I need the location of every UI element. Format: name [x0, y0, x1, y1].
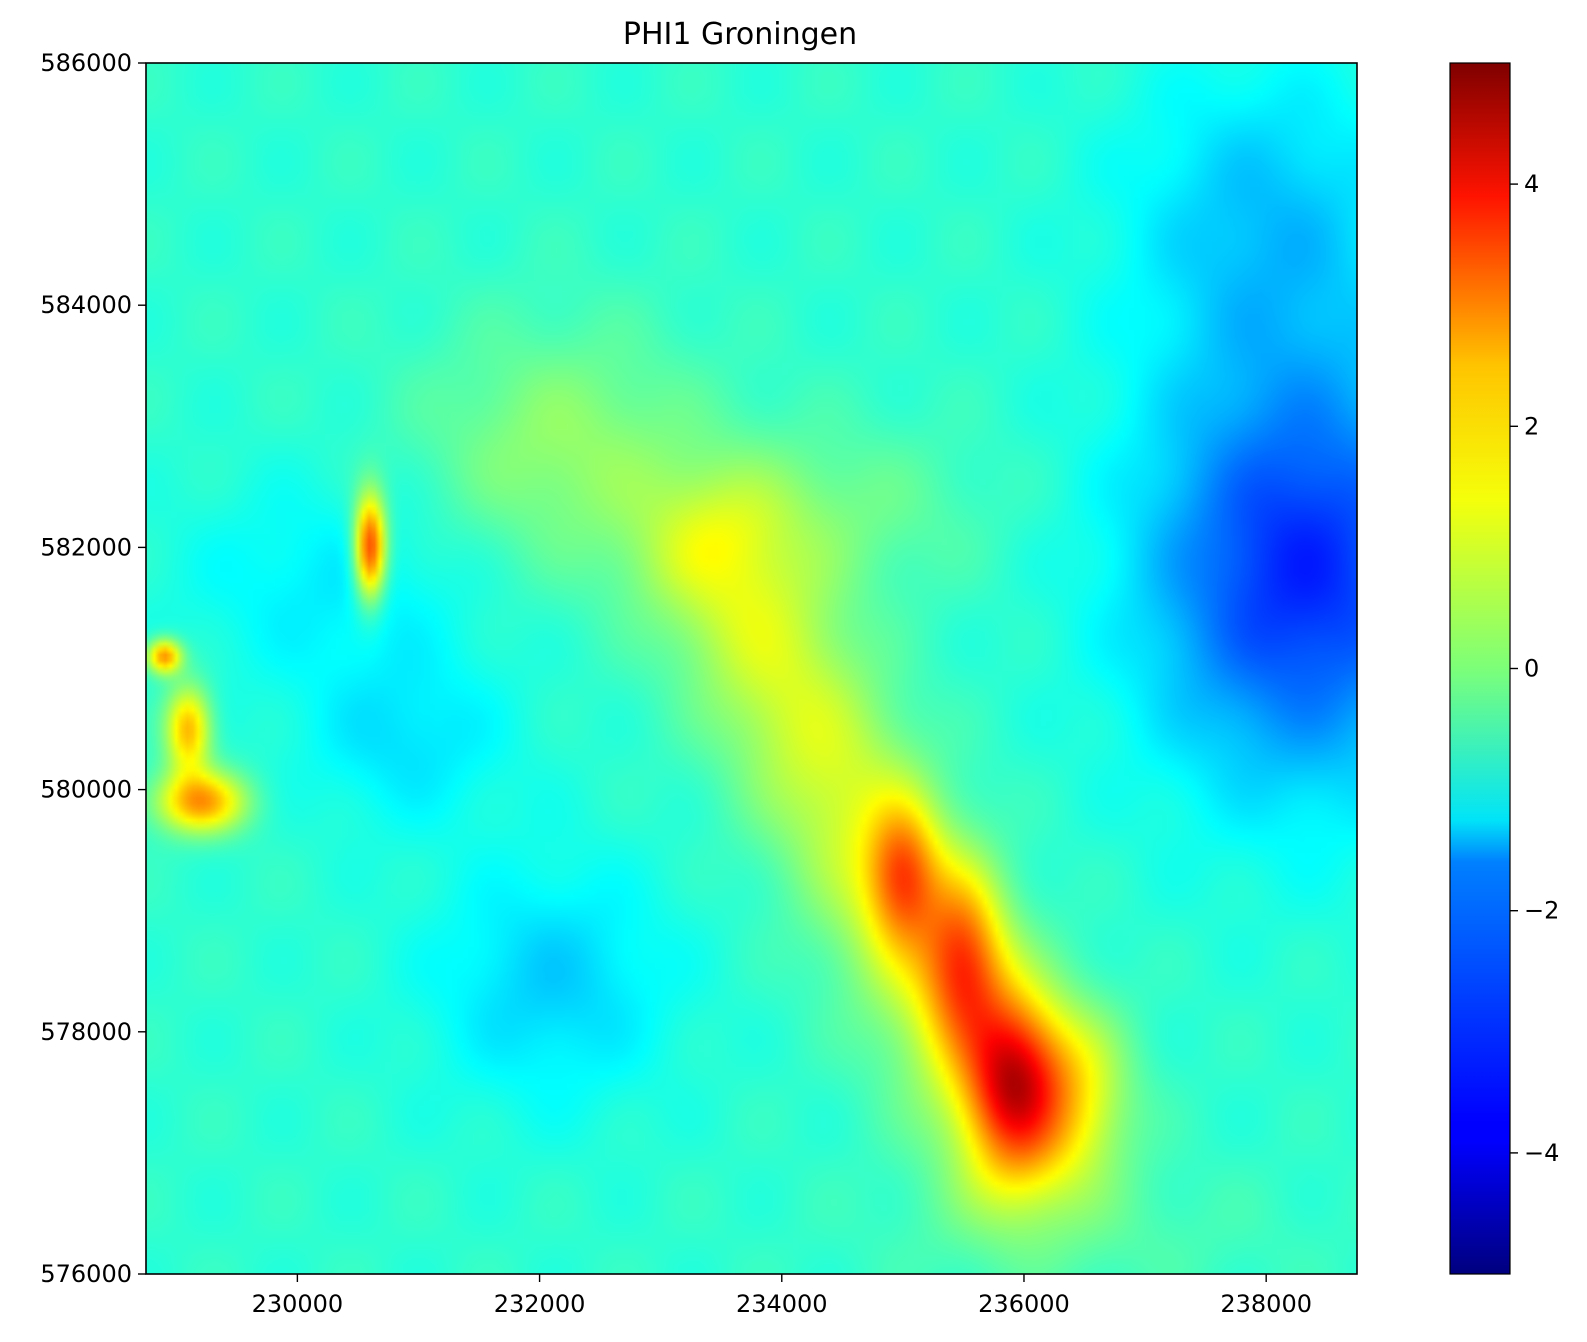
colorbar-tick-label: 4 [1524, 170, 1539, 198]
x-tick-label: 232000 [494, 1290, 586, 1318]
x-tick-label: 234000 [736, 1290, 828, 1318]
x-tick-label: 230000 [252, 1290, 344, 1318]
colorbar [1449, 62, 1511, 1275]
colorbar-tick-label: −2 [1524, 897, 1559, 925]
plot-frame [145, 62, 1358, 1275]
colorbar-tick-label: 0 [1524, 655, 1539, 683]
heatmap-layer [146, 63, 1357, 1274]
x-tick-label: 236000 [978, 1290, 1070, 1318]
y-tick-label: 576000 [40, 1260, 132, 1288]
colorbar-tick-label: 2 [1524, 412, 1539, 440]
y-tick-label: 578000 [40, 1018, 132, 1046]
y-tick-label: 582000 [40, 533, 132, 561]
colorbar-ticks: −4 −2 0 2 4 [1510, 170, 1559, 1167]
chart-title: PHI1 Groningen [623, 17, 857, 52]
x-tick-label: 238000 [1220, 1290, 1312, 1318]
x-axis: 230000 232000 234000 236000 238000 [252, 1274, 1312, 1318]
heatmap-image [146, 63, 1357, 1274]
y-axis: 576000 578000 580000 582000 584000 586000 [40, 49, 146, 1288]
y-tick-label: 580000 [40, 776, 132, 804]
y-tick-label: 584000 [40, 291, 132, 319]
colorbar-tick-label: −4 [1524, 1139, 1559, 1167]
y-tick-label: 586000 [40, 49, 132, 77]
